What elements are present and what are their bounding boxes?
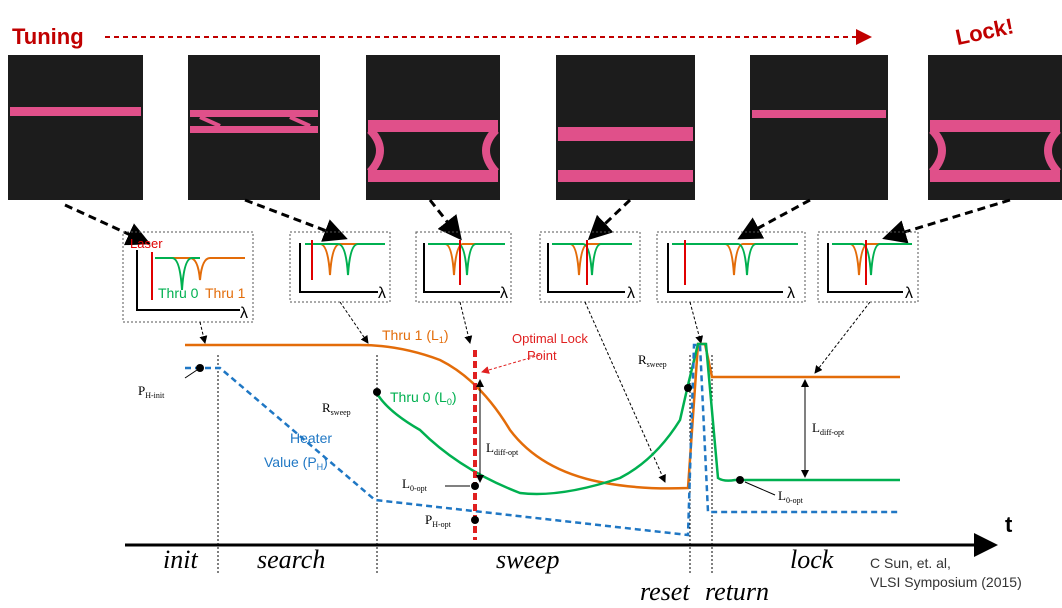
lambda: λ [378, 285, 386, 302]
text: P [425, 512, 432, 527]
l-diff-opt: Ldiff-opt [486, 440, 519, 457]
citation: VLSI Symposium (2015) [870, 574, 1022, 590]
l0-opt: L0-opt [402, 476, 428, 493]
sub: H-init [145, 391, 165, 400]
sub: diff-opt [494, 448, 519, 457]
math-labels: PH-init Rsweep Rsweep Ldiff-opt Ldiff-op… [138, 352, 845, 529]
l0-opt: L0-opt [778, 488, 804, 505]
phase-label: return [705, 577, 769, 606]
text: R [638, 352, 647, 367]
p-h-init: PH-init [138, 383, 165, 400]
text: Thru 1 (L [382, 327, 439, 343]
text: ) [323, 454, 328, 470]
t-label: t [1005, 512, 1013, 537]
optimal-lock-label: Optimal Lock [512, 331, 588, 346]
diagram: Tuning Lock! Laser Thru 0 Thru 1 λ λ λ λ… [0, 0, 1062, 608]
sub: diff-opt [820, 428, 845, 437]
l-diff-opt: Ldiff-opt [812, 420, 845, 437]
text: L [812, 420, 820, 435]
text: L [486, 440, 494, 455]
inset-thru0: Thru 0 [158, 285, 199, 301]
heater-label: Value (PH) [264, 454, 328, 472]
eye-photos [8, 55, 1062, 200]
lock-label: Lock! [953, 13, 1016, 50]
text: Thru 0 (L [390, 389, 447, 405]
text: P [138, 383, 145, 398]
lambda: λ [787, 285, 795, 302]
tuning-label: Tuning [12, 24, 84, 49]
text: ) [452, 389, 457, 405]
sub: H-opt [432, 520, 451, 529]
phase-label: init [163, 545, 198, 574]
citation: C Sun, et. al, [870, 555, 951, 571]
heater-label: Heater [290, 430, 332, 446]
phase-label: lock [790, 545, 834, 574]
inset-laser: Laser [130, 236, 163, 251]
text: Value (P [264, 454, 317, 470]
text: ) [444, 327, 449, 343]
thru1-label: Thru 1 (L1) [382, 327, 449, 345]
photo-arrows [65, 200, 1010, 243]
lambda: λ [240, 305, 248, 322]
lambda: λ [500, 285, 508, 302]
sub: sweep [647, 360, 667, 369]
optimal-lock-label: Point [527, 348, 557, 363]
text: R [322, 400, 331, 415]
thru0-label: Thru 0 (L0) [390, 389, 457, 407]
inset-thru1: Thru 1 [205, 285, 246, 301]
phase-label: sweep [496, 545, 560, 574]
phase-label: reset [640, 577, 690, 606]
r-sweep: Rsweep [322, 400, 351, 417]
r-sweep: Rsweep [638, 352, 667, 369]
text: L [402, 476, 410, 491]
sub: 0-opt [410, 484, 428, 493]
sub: sweep [331, 408, 351, 417]
text: L [778, 488, 786, 503]
sub: 0-opt [786, 496, 804, 505]
lambda: λ [627, 285, 635, 302]
phase-label: search [257, 545, 325, 574]
lambda: λ [905, 285, 913, 302]
p-h-opt: PH-opt [425, 512, 452, 529]
